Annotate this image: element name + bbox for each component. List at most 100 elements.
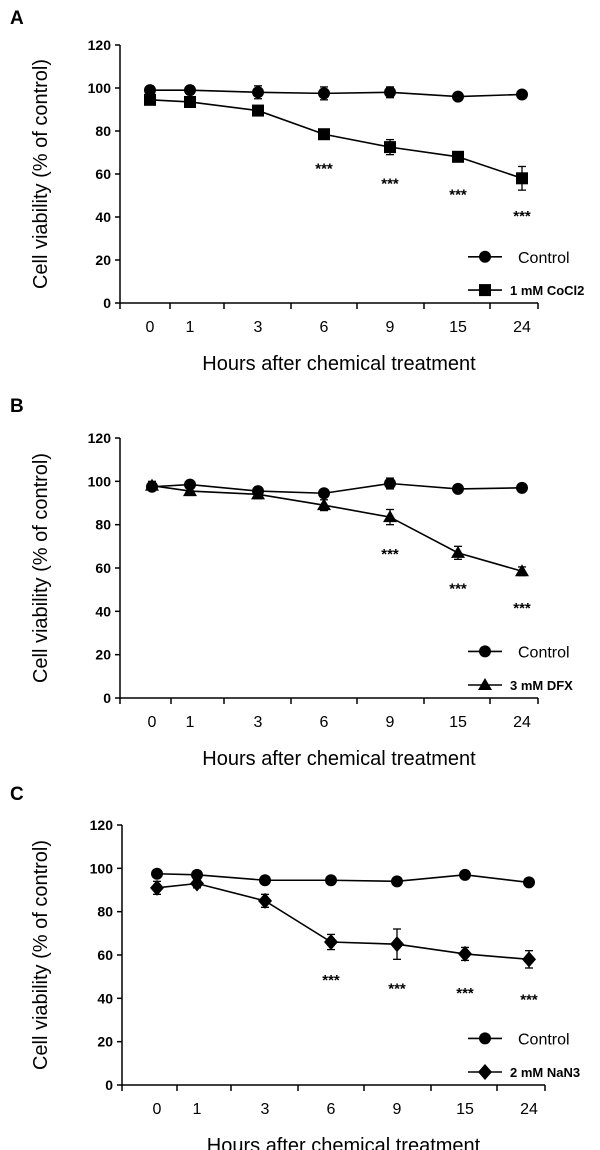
significance-label: *** xyxy=(513,600,531,617)
series-line xyxy=(156,872,530,884)
data-point-circle xyxy=(452,482,464,495)
x-axis-title: Hours after chemical treatment xyxy=(202,748,476,770)
data-point-circle xyxy=(384,477,396,490)
x-tick-label: 15 xyxy=(449,319,467,336)
y-tick-label: 40 xyxy=(97,990,113,1006)
x-tick-label: 0 xyxy=(153,1101,162,1118)
y-tick-label: 60 xyxy=(95,560,111,576)
y-axis-title: Cell viability (% of control) xyxy=(30,840,52,1070)
x-tick-label: 9 xyxy=(386,319,395,336)
data-point-diamond xyxy=(324,934,338,950)
x-axis-title: Hours after chemical treatment xyxy=(202,353,476,375)
legend: Control 2 mM NaN3 xyxy=(468,1031,580,1080)
legend: Control 1 mM CoCl2 xyxy=(468,250,584,298)
series-line xyxy=(149,99,523,180)
legend-marker-circle xyxy=(479,250,491,263)
data-point-triangle xyxy=(145,478,159,491)
y-tick-label: 0 xyxy=(103,690,111,706)
data-point-circle xyxy=(459,868,471,881)
y-tick-label: 20 xyxy=(95,252,111,268)
data-point-circle xyxy=(318,487,330,500)
x-tick-label: 3 xyxy=(261,1101,270,1118)
panel-letter: B xyxy=(10,396,24,417)
legend: Control 3 mM DFX xyxy=(468,644,573,693)
data-point-circle xyxy=(325,874,337,887)
data-point-triangle xyxy=(451,545,465,558)
legend-label: 3 mM DFX xyxy=(510,678,573,693)
x-tick-label: 3 xyxy=(254,714,263,731)
data-point-square xyxy=(384,141,396,154)
y-tick-label: 120 xyxy=(88,430,112,446)
significance-label: *** xyxy=(513,208,531,225)
data-point-circle xyxy=(318,87,330,100)
series-line xyxy=(156,882,530,961)
data-point-diamond xyxy=(390,936,404,953)
x-tick-label: 1 xyxy=(186,319,195,336)
data-point-square xyxy=(318,128,330,141)
panel-letter: C xyxy=(10,784,24,805)
series-treatment xyxy=(150,875,536,969)
significance-label: *** xyxy=(388,981,406,998)
y-tick-label: 40 xyxy=(95,603,111,619)
series-treatment xyxy=(145,478,529,577)
data-point-triangle xyxy=(383,510,397,523)
y-tick-label: 80 xyxy=(97,904,113,920)
data-point-circle xyxy=(144,84,156,97)
y-tick-label: 20 xyxy=(95,647,111,663)
significance-label: *** xyxy=(322,972,340,989)
data-point-triangle xyxy=(317,498,331,511)
data-point-square xyxy=(452,150,464,163)
series-treatment xyxy=(144,93,528,191)
data-point-diamond xyxy=(458,945,472,962)
legend-label: Control xyxy=(518,644,570,661)
data-point-square xyxy=(184,95,196,108)
x-tick-label: 0 xyxy=(146,319,155,336)
y-tick-label: 120 xyxy=(90,817,114,833)
y-tick-label: 60 xyxy=(95,166,111,182)
data-point-triangle xyxy=(183,484,197,497)
data-point-circle xyxy=(391,875,403,888)
x-tick-label: 15 xyxy=(456,1101,474,1118)
data-point-circle xyxy=(259,874,271,887)
legend-label: Control xyxy=(518,250,570,267)
x-axis-title: Hours after chemical treatment xyxy=(207,1135,481,1150)
data-point-circle xyxy=(384,86,396,99)
y-tick-label: 40 xyxy=(95,209,111,225)
series-control xyxy=(144,84,528,103)
data-point-circle xyxy=(191,868,203,881)
x-tick-label: 6 xyxy=(320,714,329,731)
data-point-diamond xyxy=(522,951,536,968)
panel-a: A 0 20 40 60 80 100 120 0 1 3 6 9 15 24 Hours after che… xyxy=(10,8,584,375)
y-tick-label: 80 xyxy=(95,517,111,533)
y-tick-label: 20 xyxy=(97,1034,113,1050)
y-tick-label: 100 xyxy=(88,80,112,96)
data-point-circle xyxy=(516,88,528,101)
y-tick-label: 100 xyxy=(88,473,112,489)
data-point-diamond xyxy=(258,892,272,909)
y-tick-label: 60 xyxy=(97,947,113,963)
x-tick-label: 6 xyxy=(320,319,329,336)
y-axis-title: Cell viability (% of control) xyxy=(30,59,52,289)
series-control xyxy=(151,867,535,889)
legend-label: 1 mM CoCl2 xyxy=(510,283,584,298)
y-tick-label: 0 xyxy=(103,295,111,311)
significance-label: *** xyxy=(456,985,474,1002)
data-point-diamond xyxy=(190,875,204,892)
x-tick-label: 9 xyxy=(393,1101,402,1118)
series-control xyxy=(146,477,528,500)
legend-label: 2 mM NaN3 xyxy=(510,1065,580,1080)
data-point-triangle xyxy=(251,487,265,500)
significance-label: *** xyxy=(381,176,399,193)
data-point-triangle xyxy=(515,564,529,577)
data-point-circle xyxy=(252,86,264,99)
y-tick-label: 0 xyxy=(105,1077,113,1093)
x-tick-label: 24 xyxy=(513,714,531,731)
panel-b: B 0 20 40 60 80 100 120 0 1 3 6 9 15 24 Hours after che… xyxy=(10,396,573,770)
significance-label: *** xyxy=(449,186,467,203)
data-point-square xyxy=(252,104,264,117)
data-point-circle xyxy=(516,481,528,494)
legend-marker-diamond xyxy=(478,1064,492,1080)
data-point-circle xyxy=(452,90,464,103)
data-point-circle xyxy=(523,876,535,889)
legend-marker-triangle xyxy=(478,678,492,690)
